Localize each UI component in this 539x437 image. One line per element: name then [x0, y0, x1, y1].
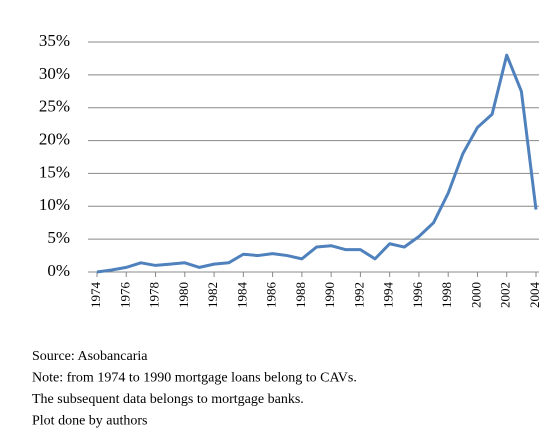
y-tick-label: 20% [39, 129, 70, 148]
x-tick-label: 1996 [410, 282, 425, 309]
series-line [96, 53, 538, 274]
y-tick-label: 10% [39, 195, 70, 214]
y-tick-label: 0% [47, 261, 70, 280]
x-tick-label: 1986 [264, 282, 279, 309]
x-tick-label: 1990 [322, 282, 337, 308]
y-tick-label: 5% [47, 228, 70, 247]
note: Plot done by authors [32, 414, 148, 429]
note: Note: from 1974 to 1990 mortgage loans b… [32, 371, 357, 386]
x-tick-label: 1988 [293, 282, 308, 308]
x-tick-label: 1992 [351, 282, 366, 308]
x-tick-label: 1998 [439, 282, 454, 308]
x-tick-label: 2002 [498, 282, 513, 308]
x-tick-label: 2000 [468, 282, 483, 308]
y-tick-label: 15% [39, 162, 70, 181]
x-tick-label: 1976 [117, 282, 132, 309]
note: Source: Asobancaria [32, 349, 148, 364]
x-tick-label: 1984 [234, 282, 249, 309]
x-tick-label: 1980 [176, 282, 191, 308]
x-tick-label: 2004 [527, 282, 539, 309]
y-tick-label: 30% [39, 64, 70, 83]
x-tick-label: 1994 [381, 282, 396, 309]
x-tick-label: 1982 [205, 282, 220, 308]
y-tick-label: 35% [39, 31, 70, 50]
y-tick-label: 25% [39, 97, 70, 116]
x-tick-label: 1974 [88, 282, 103, 309]
x-tick-label: 1978 [147, 282, 162, 308]
note: The subsequent data belongs to mortgage … [32, 392, 304, 407]
